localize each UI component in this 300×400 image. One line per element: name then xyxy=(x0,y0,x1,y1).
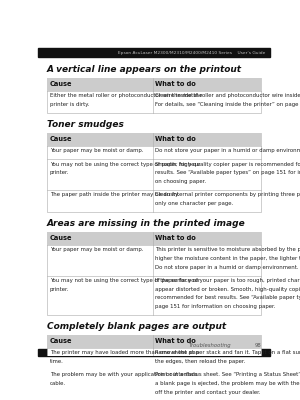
Text: Cause: Cause xyxy=(50,136,72,142)
Text: on choosing paper.: on choosing paper. xyxy=(155,179,206,184)
Text: Do not store paper in a humid or damp environment.: Do not store paper in a humid or damp en… xyxy=(155,264,299,270)
Text: You may not be using the correct type of paper for your: You may not be using the correct type of… xyxy=(50,278,200,283)
Bar xyxy=(47,335,261,400)
Text: Cause: Cause xyxy=(50,81,72,87)
Text: Cause: Cause xyxy=(50,235,72,241)
Text: Do not store your paper in a humid or damp environment.: Do not store your paper in a humid or da… xyxy=(155,148,300,153)
Text: The problem may be with your application or interface: The problem may be with your application… xyxy=(50,372,197,377)
Bar xyxy=(47,78,261,113)
Bar xyxy=(47,232,261,315)
Text: printer is dirty.: printer is dirty. xyxy=(50,102,89,107)
Bar xyxy=(47,133,261,212)
Bar xyxy=(47,335,261,348)
Text: printer.: printer. xyxy=(50,287,69,292)
Text: page 151 for information on choosing paper.: page 151 for information on choosing pap… xyxy=(155,304,276,309)
Text: cable.: cable. xyxy=(50,381,66,386)
Text: If the surface of your paper is too rough, printed characters may: If the surface of your paper is too roug… xyxy=(155,278,300,283)
Text: 98: 98 xyxy=(255,343,262,348)
Bar xyxy=(47,232,261,245)
Text: Smooth, high-quality copier paper is recommended for best: Smooth, high-quality copier paper is rec… xyxy=(155,162,300,167)
Text: time.: time. xyxy=(50,359,64,364)
Bar xyxy=(38,349,270,356)
Text: Areas are missing in the printed image: Areas are missing in the printed image xyxy=(47,219,246,228)
Text: You may not be using the correct type of paper for your: You may not be using the correct type of… xyxy=(50,162,200,167)
Text: off the printer and contact your dealer.: off the printer and contact your dealer. xyxy=(155,390,261,394)
Text: Cause: Cause xyxy=(50,338,72,344)
Bar xyxy=(38,48,270,57)
Text: The printer may have loaded more than one sheet at a: The printer may have loaded more than on… xyxy=(50,350,199,355)
Text: Toner smudges: Toner smudges xyxy=(47,120,124,129)
Text: Epson AcuLaser M2300/M2310/M2400/M2410 Series    User’s Guide: Epson AcuLaser M2300/M2310/M2400/M2410 S… xyxy=(118,51,266,55)
Text: Your paper may be moist or damp.: Your paper may be moist or damp. xyxy=(50,148,143,153)
Text: higher the moisture content in the paper, the lighter the printout.: higher the moisture content in the paper… xyxy=(155,256,300,261)
Text: What to do: What to do xyxy=(155,81,196,87)
Text: Print out a status sheet. See “Printing a Status Sheet” on page 93. If: Print out a status sheet. See “Printing … xyxy=(155,372,300,377)
Text: This printer is sensitive to moisture absorbed by the paper. The: This printer is sensitive to moisture ab… xyxy=(155,247,300,252)
Text: What to do: What to do xyxy=(155,136,196,142)
Text: Clean internal printer components by printing three pages with: Clean internal printer components by pri… xyxy=(155,192,300,198)
Text: What to do: What to do xyxy=(155,338,196,344)
Text: What to do: What to do xyxy=(155,235,196,241)
Text: the edges, then reload the paper.: the edges, then reload the paper. xyxy=(155,359,246,364)
Text: appear distorted or broken. Smooth, high-quality copier paper is: appear distorted or broken. Smooth, high… xyxy=(155,287,300,292)
Bar xyxy=(47,78,261,91)
Text: Your paper may be moist or damp.: Your paper may be moist or damp. xyxy=(50,247,143,252)
Text: a blank page is ejected, the problem may be with the printer. Turn: a blank page is ejected, the problem may… xyxy=(155,381,300,386)
Text: Either the metal roller or photoconductor wire inside the: Either the metal roller or photoconducto… xyxy=(50,93,202,98)
Text: Remove the paper stack and fan it. Tap it on a flat surface to even: Remove the paper stack and fan it. Tap i… xyxy=(155,350,300,355)
Bar xyxy=(47,133,261,146)
Text: For details, see “Cleaning inside the printer” on page 73.: For details, see “Cleaning inside the pr… xyxy=(155,102,300,107)
Text: printer.: printer. xyxy=(50,170,69,175)
Text: results. See “Available paper types” on page 151 for information: results. See “Available paper types” on … xyxy=(155,170,300,175)
Text: Completely blank pages are output: Completely blank pages are output xyxy=(47,322,226,331)
Text: only one character per page.: only one character per page. xyxy=(155,201,234,206)
Text: Troubleshooting: Troubleshooting xyxy=(189,343,231,348)
Text: A vertical line appears on the printout: A vertical line appears on the printout xyxy=(47,65,242,74)
Text: Clean the metal roller and photoconductor wire inside the printer.: Clean the metal roller and photoconducto… xyxy=(155,93,300,98)
Text: The paper path inside the printer may be dusty.: The paper path inside the printer may be… xyxy=(50,192,179,198)
Text: recommended for best results. See “Available paper types” on: recommended for best results. See “Avail… xyxy=(155,295,300,300)
